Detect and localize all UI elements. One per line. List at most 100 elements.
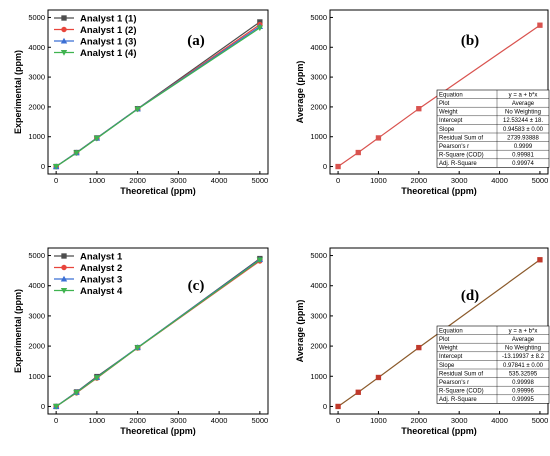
data-point [537, 22, 543, 28]
panel-label: (a) [187, 33, 205, 49]
fit-table-value: Average [512, 337, 535, 343]
data-point [73, 150, 80, 157]
fit-table-key: Residual Sum of [439, 135, 483, 141]
x-axis-label: Theoretical (ppm) [401, 186, 477, 196]
fit-table-key: Slope [439, 127, 455, 133]
data-point [134, 345, 141, 351]
legend-entry: Analyst 1 (3) [80, 37, 137, 48]
x-tick-label: 2000 [129, 416, 146, 425]
x-tick-label: 2000 [410, 416, 427, 425]
fit-table-value: Average [512, 101, 535, 107]
data-point [537, 257, 543, 263]
legend-entry: Analyst 1 (1) [80, 14, 137, 25]
fit-table-value: y = a + b*x [509, 328, 538, 334]
fit-table-value: 0.99995 [512, 397, 534, 403]
x-tick-label: 0 [54, 176, 58, 185]
y-tick-label: 4000 [28, 281, 45, 290]
x-tick-label: 3000 [451, 416, 468, 425]
data-point [335, 163, 341, 170]
plot-frame [47, 247, 269, 415]
fit-table-value: -13.19937 ± 8.2 [502, 354, 545, 360]
fit-table-value: 0.97841 ± 0.00 [503, 363, 544, 369]
fit-table-key: Slope [439, 363, 455, 369]
y-tick-label: 5000 [310, 251, 327, 260]
panel-label: (d) [461, 288, 479, 304]
y-axis-label: Average (ppm) [295, 61, 305, 124]
legend-entry: Analyst 3 [80, 275, 122, 286]
x-tick-label: 0 [336, 176, 340, 185]
legend-marker [61, 15, 67, 21]
x-tick-label: 3000 [170, 176, 187, 185]
fit-table-key: Equation [439, 92, 463, 98]
legend-entry: Analyst 4 [80, 286, 123, 297]
fit-table-key: Pearson's r [439, 144, 469, 150]
data-point [52, 403, 60, 410]
fit-table-value: 0.9999 [514, 144, 533, 150]
y-tick-label: 4000 [310, 43, 327, 52]
y-tick-label: 2000 [310, 102, 327, 111]
y-tick-label: 3000 [28, 73, 45, 82]
x-tick-label: 4000 [491, 416, 508, 425]
chart-panel-1: 0 1000 2000 3000 4000 5000 0 1000 2000 3000 4000 50… [13, 9, 269, 196]
y-tick-label: 5000 [28, 251, 45, 260]
x-tick-label: 4000 [211, 176, 228, 185]
fit-table-key: Intercept [439, 354, 463, 360]
x-tick-label: 0 [336, 416, 340, 425]
y-axis-label: Experimental (ppm) [13, 289, 23, 373]
legend-marker [61, 253, 67, 259]
fit-table: Equation y = a + b*x Plot Average Weight No W… [436, 89, 550, 168]
data-point [73, 390, 80, 396]
panel-label: (b) [461, 33, 479, 49]
fit-table-key: R-Square (COD) [439, 389, 484, 395]
x-tick-label: 1000 [89, 416, 106, 425]
x-tick-label: 3000 [451, 176, 468, 185]
fit-table-value: 2739.93888 [507, 135, 539, 141]
x-tick-label: 2000 [129, 176, 146, 185]
fit-table-key: Intercept [439, 118, 463, 124]
legend-entry: Analyst 2 [80, 263, 122, 274]
y-tick-label: 2000 [310, 342, 327, 351]
y-tick-label: 5000 [28, 13, 45, 22]
x-tick-label: 5000 [252, 416, 269, 425]
data-point [416, 344, 422, 351]
x-axis-label: Theoretical (ppm) [401, 426, 477, 436]
y-tick-label: 1000 [28, 372, 45, 381]
x-tick-label: 1000 [370, 176, 387, 185]
x-tick-label: 5000 [532, 416, 549, 425]
x-tick-label: 5000 [252, 176, 269, 185]
legend-marker [60, 275, 68, 282]
x-axis-label: Theoretical (ppm) [120, 186, 196, 196]
y-tick-label: 0 [323, 402, 327, 411]
panel-label: (c) [188, 278, 205, 294]
fit-table-key: Plot [439, 337, 450, 343]
data-point [93, 375, 101, 381]
y-axis-label: Average (ppm) [295, 300, 305, 363]
fit-table-value: 0.99974 [512, 161, 534, 167]
fit-table-frame [436, 89, 550, 168]
data-point [335, 403, 341, 410]
legend-marker [60, 37, 68, 44]
y-tick-label: 1000 [310, 372, 327, 381]
data-point [375, 135, 382, 141]
y-tick-label: 4000 [310, 281, 327, 290]
y-tick-label: 2000 [28, 102, 45, 111]
data-point [355, 149, 361, 156]
fit-table-key: R-Square (COD) [439, 153, 484, 159]
y-tick-label: 1000 [310, 132, 327, 141]
fit-table-value: 0.94583 ± 0.00 [503, 127, 544, 133]
fit-table: Equation y = a + b*x Plot Average Weight No W… [436, 325, 550, 404]
x-axis-label: Theoretical (ppm) [120, 426, 196, 436]
legend-marker [60, 287, 68, 294]
y-tick-label: 1000 [28, 132, 45, 141]
x-tick-label: 1000 [370, 416, 387, 425]
legend-entry: Analyst 1 (4) [80, 48, 137, 59]
x-tick-label: 0 [54, 416, 58, 425]
y-tick-label: 2000 [28, 342, 45, 351]
y-tick-label: 3000 [310, 311, 327, 320]
legend-entry: Analyst 1 [80, 252, 123, 263]
legend-marker [61, 26, 67, 33]
fit-table-key: Plot [439, 101, 450, 107]
y-tick-label: 0 [41, 162, 45, 171]
y-tick-label: 5000 [310, 13, 327, 22]
